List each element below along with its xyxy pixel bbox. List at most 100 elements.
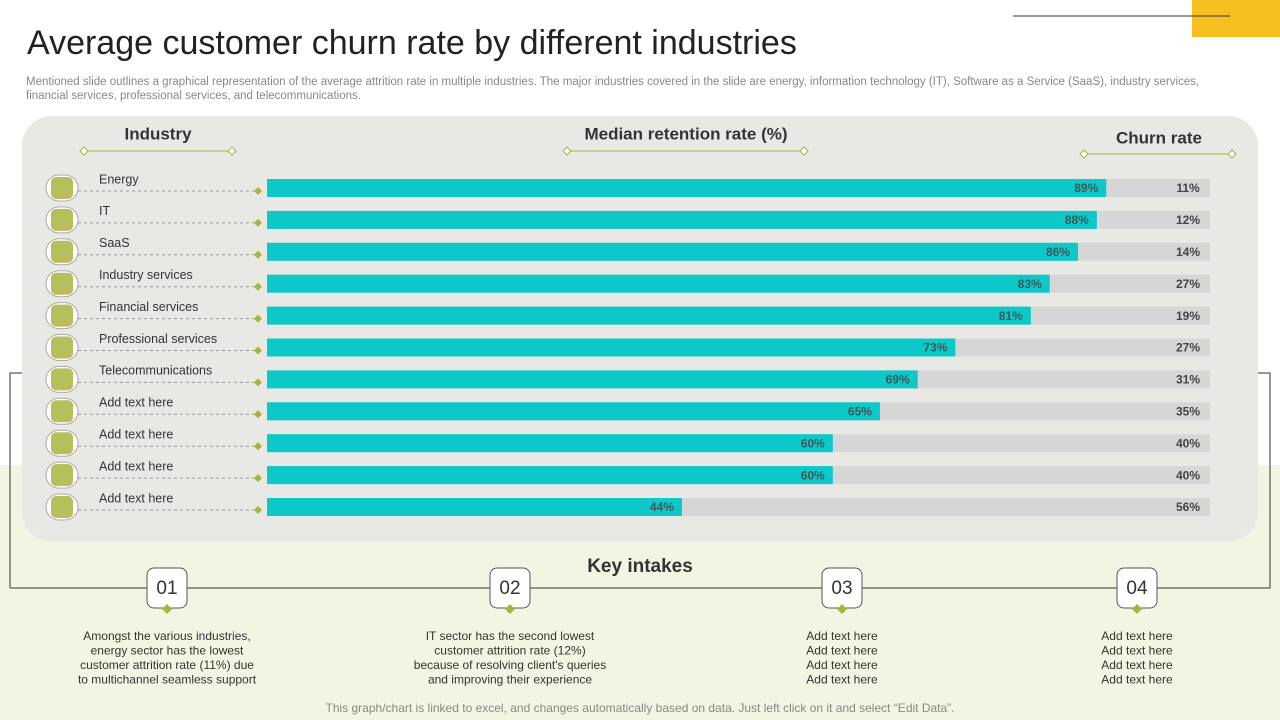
leader-dot (254, 218, 262, 227)
bar (267, 466, 833, 485)
intake-text: energy sector has the lowest (91, 644, 244, 658)
value-label: 86% (1046, 245, 1070, 259)
category-label: Add text here (99, 459, 173, 473)
category-label: Telecommunications (99, 364, 212, 378)
intake-text: customer attrition rate (12%) (434, 644, 585, 658)
category-label: Add text here (99, 396, 173, 410)
intake-text: Add text here (1101, 658, 1173, 672)
column-header: Industry (124, 124, 192, 143)
value-label: 88% (1065, 213, 1089, 227)
churn-label: 14% (1176, 245, 1200, 259)
bar (267, 402, 880, 421)
value-label: 60% (801, 468, 825, 482)
intake-number: 02 (499, 578, 520, 599)
intake-text: to multichannel seamless support (78, 673, 257, 687)
icon (51, 496, 73, 518)
churn-label: 56% (1176, 500, 1200, 514)
leader-dot (254, 187, 262, 195)
intake-number: 01 (156, 578, 177, 599)
intake-text: IT sector has the second lowest (426, 629, 595, 643)
value-label: 83% (1018, 277, 1042, 291)
intake-dot (162, 604, 172, 614)
intake-text: Add text here (1101, 629, 1173, 643)
category-label: IT (99, 204, 110, 218)
value-label: 89% (1074, 181, 1098, 195)
leader-dot (254, 314, 262, 323)
value-label: 81% (999, 309, 1023, 323)
intake-dot (505, 604, 515, 614)
value-label: 65% (848, 404, 872, 418)
category-label: Industry services (99, 268, 193, 282)
bar (267, 306, 1031, 325)
subtitle: Mentioned slide outlines a graphical rep… (26, 76, 1199, 88)
category-label: SaaS (99, 236, 130, 250)
intake-text: customer attrition rate (11%) due (80, 658, 254, 672)
icon (51, 368, 73, 391)
header-rules (79, 146, 1237, 159)
intake-text: Add text here (806, 644, 878, 658)
bar (267, 370, 918, 389)
title: Average customer churn rate by different… (27, 24, 797, 62)
intake-dot (837, 604, 847, 614)
icon (51, 304, 73, 327)
bar (267, 498, 682, 516)
churn-label: 12% (1176, 213, 1200, 227)
intake-text: and improving their experience (428, 673, 592, 687)
icon (51, 464, 73, 487)
icon (51, 432, 73, 455)
icon (51, 272, 73, 295)
footer: This graph/chart is linked to excel, and… (326, 701, 955, 715)
category-label: Add text here (99, 427, 173, 441)
key-intakes-title: Key intakes (587, 556, 693, 577)
leader-dot (254, 282, 262, 291)
corner-accent (1192, 0, 1280, 37)
churn-label: 31% (1176, 373, 1200, 387)
subtitle: financial services, professional service… (26, 90, 361, 102)
bar (267, 274, 1050, 293)
intake-text: Amongst the various industries, (83, 629, 250, 643)
leader-dot (254, 346, 262, 355)
leader-dot (254, 410, 262, 419)
column-header: Median retention rate (%) (584, 124, 787, 143)
intake-number: 04 (1126, 578, 1148, 599)
bar (267, 179, 1107, 197)
churn-label: 27% (1176, 341, 1200, 355)
icon (51, 240, 73, 263)
intake-text: Add text here (806, 658, 878, 672)
value-label: 69% (886, 373, 910, 387)
leader-dot (254, 442, 262, 451)
intake-text: Add text here (806, 629, 878, 643)
intake-text: Add text here (806, 673, 878, 687)
leader-dot (254, 506, 262, 514)
category-label: Financial services (99, 300, 198, 314)
column-header: Churn rate (1116, 128, 1202, 147)
icon (51, 177, 73, 199)
category-label: Add text here (99, 491, 173, 505)
bar (267, 242, 1078, 261)
category-label: Energy (99, 172, 139, 186)
intake-dot (1132, 604, 1142, 614)
intake-text: because of resolving client's queries (414, 658, 606, 672)
leader-dot (254, 250, 262, 259)
value-label: 60% (801, 436, 825, 450)
bar (267, 210, 1097, 229)
value-label: 73% (923, 341, 947, 355)
icon (51, 336, 73, 359)
churn-label: 27% (1176, 277, 1200, 291)
churn-label: 19% (1176, 309, 1200, 323)
icon (51, 208, 73, 231)
bar (267, 338, 956, 357)
churn-label: 40% (1176, 468, 1200, 482)
icon (51, 400, 73, 423)
leader-dot (254, 378, 262, 387)
churn-label: 35% (1176, 404, 1200, 418)
value-label: 44% (650, 500, 674, 514)
leader-dot (254, 474, 262, 483)
intake-number: 03 (831, 578, 852, 599)
churn-label: 11% (1176, 181, 1200, 195)
intake-text: Add text here (1101, 673, 1173, 687)
churn-label: 40% (1176, 436, 1200, 450)
intake-text: Add text here (1101, 644, 1173, 658)
category-label: Professional services (99, 332, 217, 346)
